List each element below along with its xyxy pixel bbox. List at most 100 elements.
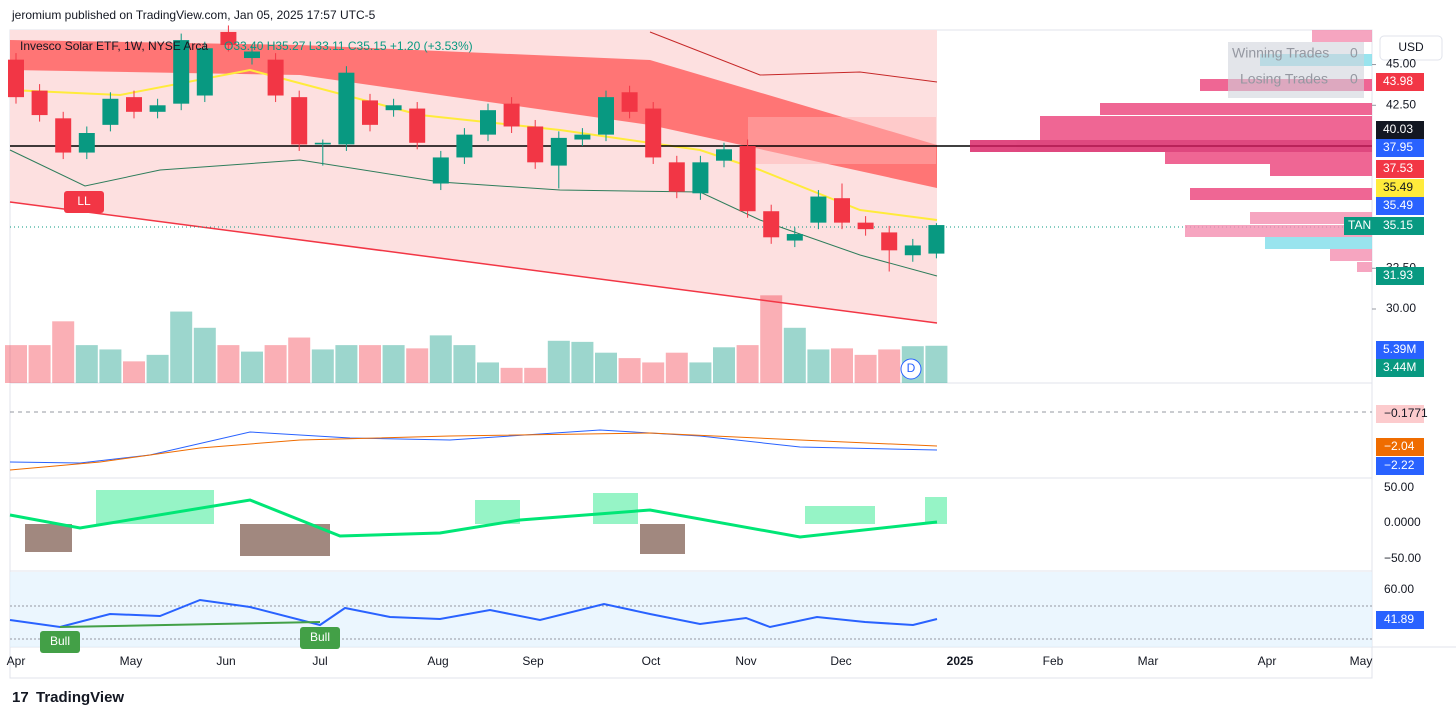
volume-bar — [736, 345, 759, 383]
volume-bar — [217, 345, 240, 383]
volume-bar — [170, 311, 193, 383]
volume-bar — [783, 327, 806, 383]
volume-bar — [335, 345, 358, 383]
volume-bar — [99, 349, 122, 383]
candle-body — [810, 196, 827, 223]
x-tick-label: Aug — [427, 654, 448, 668]
volume-bar — [571, 341, 594, 383]
x-tick-label: Mar — [1138, 654, 1159, 668]
price-badge-label: 37.95 — [1383, 140, 1413, 154]
candle-body — [173, 40, 190, 104]
candle-body — [834, 198, 850, 223]
y-tick-label: 42.50 — [1386, 97, 1416, 111]
x-tick-label: Sep — [522, 654, 544, 668]
volume-bar — [854, 354, 877, 383]
volume-bar — [146, 354, 169, 383]
pane-badge — [1376, 438, 1424, 456]
candle-body — [409, 108, 426, 143]
ema — [9, 68, 938, 221]
candle-body — [220, 31, 237, 45]
volume-bar — [429, 335, 452, 383]
candle-body — [503, 103, 520, 127]
pane-badge — [1376, 611, 1424, 629]
pane-badge — [1376, 405, 1424, 423]
x-tick-label: May — [1350, 654, 1373, 668]
candle-body — [102, 98, 119, 125]
candle-body — [432, 157, 449, 184]
price-badge — [1376, 179, 1424, 197]
candle-body — [668, 162, 685, 192]
price-badge-label: 37.53 — [1383, 161, 1413, 175]
marker-label: Bull — [310, 630, 330, 644]
volume-bar — [311, 349, 334, 383]
candle-body — [881, 232, 898, 251]
price-badge-label: 40.03 — [1383, 122, 1413, 136]
candle-body — [480, 110, 496, 135]
channel-line — [9, 201, 938, 324]
pane-label: 41.89 — [1384, 612, 1414, 626]
candle-body — [692, 162, 709, 194]
pane-badge — [1376, 457, 1424, 475]
candle-body — [904, 245, 921, 256]
x-tick-label: Jul — [312, 654, 327, 668]
volume-bar — [807, 349, 830, 383]
x-tick-label: Apr — [7, 654, 26, 668]
x-tick-label: May — [120, 654, 143, 668]
candle-body — [857, 222, 874, 230]
pane-label: 0.0000 — [1384, 515, 1421, 529]
candle-body — [244, 51, 260, 59]
rsi-pane — [9, 572, 1372, 647]
candle-body — [362, 100, 378, 125]
y-tick-label: 45.00 — [1386, 57, 1416, 71]
price-badge — [1376, 139, 1424, 157]
candle-body — [763, 211, 780, 238]
x-tick-label: Jun — [216, 654, 235, 668]
currency[interactable]: USD — [1398, 40, 1424, 54]
volume-bar — [618, 358, 641, 383]
candle-body — [338, 72, 355, 145]
volume-bar — [595, 352, 617, 383]
price-badge-label: 3.44M — [1383, 360, 1416, 374]
candle-body — [456, 134, 473, 158]
marker-label: LL — [77, 194, 91, 208]
volume-bar — [359, 345, 381, 383]
candle-body — [267, 59, 284, 96]
volume-bar — [241, 351, 263, 383]
candle-body — [598, 97, 614, 135]
stat-value: 0 — [1350, 45, 1358, 61]
pane-label: 50.00 — [1384, 480, 1414, 494]
x-tick-label: Feb — [1043, 654, 1064, 668]
volume-bar — [288, 337, 311, 383]
symbol-tag: TAN — [1348, 218, 1371, 232]
candle-body — [149, 105, 166, 112]
price-badge — [1376, 341, 1424, 359]
candle-body — [196, 48, 213, 96]
volume-bar — [642, 362, 665, 383]
x-tick-label: Nov — [735, 654, 756, 668]
upper-band — [649, 31, 938, 83]
price-badge — [1376, 73, 1424, 91]
volume-bar — [831, 348, 853, 383]
volume-bar — [406, 348, 429, 383]
candle-body — [621, 92, 638, 112]
candle-body — [928, 225, 945, 254]
ma-ribbon — [10, 40, 937, 188]
volume-bar — [524, 367, 547, 383]
y-tick-label: 30.00 — [1386, 301, 1416, 315]
pane-label: −2.22 — [1384, 458, 1415, 472]
volume-bar — [477, 362, 499, 383]
pane-label: −0.1771 — [1384, 406, 1428, 420]
symbol-title: Invesco Solar ETF, 1W, NYSE Arca — [20, 39, 208, 53]
candle-body — [31, 90, 48, 116]
volume-bar — [925, 345, 948, 383]
stats-box — [1228, 42, 1364, 98]
currency-button[interactable] — [1379, 35, 1443, 61]
marker-badge — [64, 191, 104, 213]
price-badge-label: 35.49 — [1383, 198, 1413, 212]
price-badge — [1376, 267, 1424, 285]
price-badge-label: 5.39M — [1383, 342, 1416, 356]
marker-badge — [300, 627, 340, 649]
volume-bar — [193, 327, 216, 383]
x-tick-label: 2025 — [947, 654, 974, 668]
